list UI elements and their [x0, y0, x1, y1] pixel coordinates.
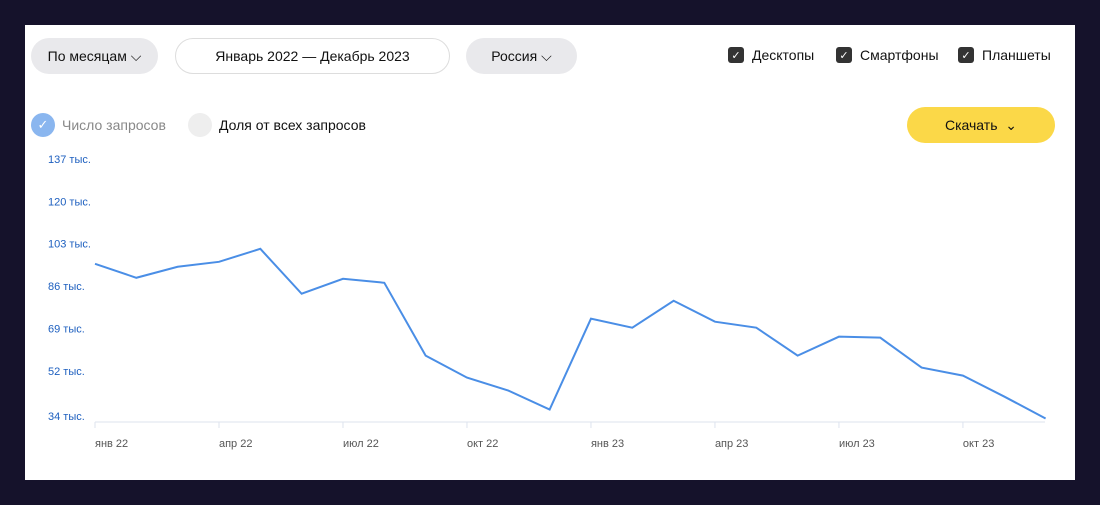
- checkbox[interactable]: ✓ Смартфоны: [836, 47, 939, 63]
- check-icon: ✓: [958, 47, 974, 63]
- x-tick-label: янв 22: [95, 438, 128, 450]
- y-tick-label: 103 тыс.: [48, 239, 91, 251]
- check-icon: ✓: [836, 47, 852, 63]
- radio-label: Доля от всех запросов: [219, 117, 366, 133]
- y-tick-label: 52 тыс.: [48, 366, 85, 378]
- x-tick-label: янв 23: [591, 438, 624, 450]
- line: [94, 247, 1047, 420]
- period-text: По месяцам: [47, 48, 127, 64]
- checkbox-label: Смартфоны: [860, 47, 939, 63]
- region-text: Россия: [491, 48, 538, 64]
- check-icon: ✓: [728, 47, 744, 63]
- radio[interactable]: ✓ Число запросов: [31, 113, 166, 137]
- x-tick-label: апр 23: [715, 438, 748, 450]
- y-tick-label: 120 тыс.: [48, 196, 91, 208]
- checkbox[interactable]: ✓ Планшеты: [958, 47, 1051, 63]
- download-text: Скачать: [944, 117, 998, 133]
- x-tick-label: окт 22: [467, 438, 498, 450]
- checkbox[interactable]: ✓ Десктопы: [728, 47, 814, 63]
- download-button[interactable]: Скачать ⌄: [907, 107, 1055, 143]
- x-tick-label: апр 22: [219, 438, 252, 450]
- y-tick-label: 137 тыс.: [48, 154, 91, 166]
- region-select[interactable]: Россия ⌵: [466, 38, 577, 74]
- range-select[interactable]: Январь 2022 — Декабрь 2023: [175, 38, 450, 74]
- radio[interactable]: Доля от всех запросов: [188, 113, 366, 137]
- x-tick-label: окт 23: [963, 438, 994, 450]
- range-text: Январь 2022 — Декабрь 2023: [215, 48, 410, 64]
- checkbox-label: Десктопы: [752, 47, 815, 63]
- radio-label: Число запросов: [62, 117, 166, 133]
- radio-icon: ✓: [31, 113, 55, 137]
- y-tick-label: 86 тыс.: [48, 281, 85, 293]
- panel: По месяцам ⌵ Январь 2022 — Декабрь 2023 …: [25, 25, 1075, 480]
- checkbox-label: Планшеты: [982, 47, 1051, 63]
- x-tick-label: июл 23: [839, 438, 875, 450]
- y-tick-label: 34 тыс.: [48, 411, 85, 423]
- x-tick-label: июл 22: [343, 438, 379, 450]
- period-select[interactable]: По месяцам ⌵: [31, 38, 158, 74]
- radio-icon: [188, 113, 212, 137]
- y-tick-label: 69 тыс.: [48, 324, 85, 336]
